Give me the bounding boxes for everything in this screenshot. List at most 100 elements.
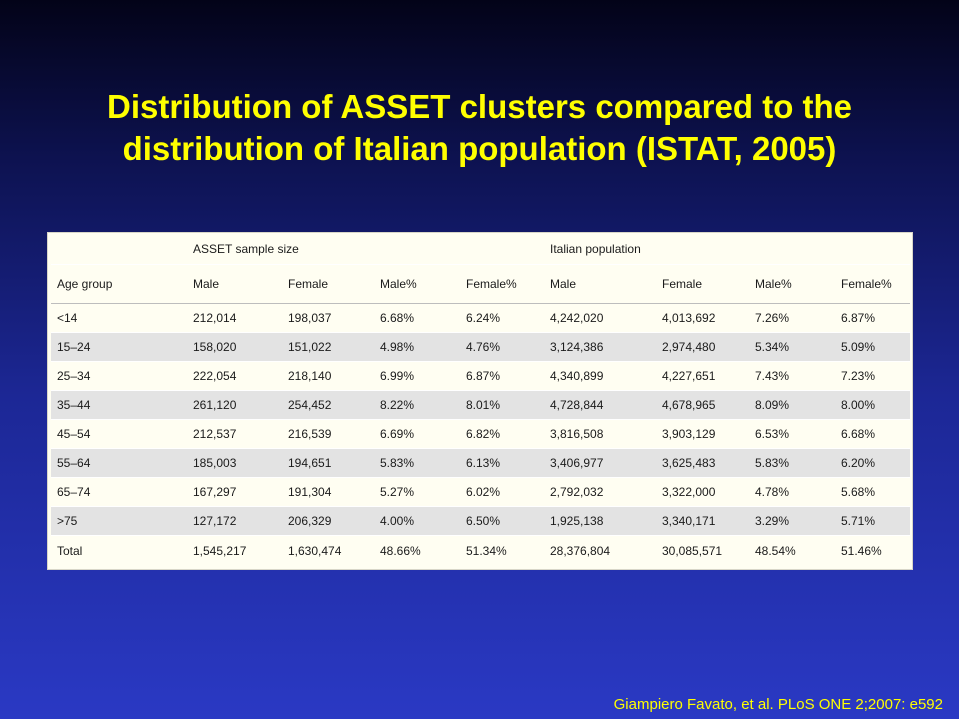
table-cell: 216,539	[282, 419, 374, 449]
group-header-row: ASSET sample size Italian population	[51, 233, 910, 265]
column-header: Age group	[51, 264, 187, 304]
column-header: Male	[187, 264, 282, 304]
table-cell: 212,537	[187, 419, 282, 449]
table-cell: 151,022	[282, 332, 374, 362]
table-row: 25–34 222,054 218,140 6.99% 6.87% 4,340,…	[51, 361, 910, 391]
table-cell: 25–34	[51, 361, 187, 391]
table-row: 55–64 185,003 194,651 5.83% 6.13% 3,406,…	[51, 448, 910, 478]
table-cell: 3,322,000	[656, 477, 749, 507]
table-cell: 55–64	[51, 448, 187, 478]
table-cell: 15–24	[51, 332, 187, 362]
table-cell: 6.53%	[749, 419, 835, 449]
table-row: >75 127,172 206,329 4.00% 6.50% 1,925,13…	[51, 506, 910, 536]
column-header: Male%	[374, 264, 460, 304]
table-cell: 5.27%	[374, 477, 460, 507]
table-cell: 3,816,508	[544, 419, 656, 449]
column-header: Female	[282, 264, 374, 304]
table-cell: 2,792,032	[544, 477, 656, 507]
data-table-panel: ASSET sample size Italian population Age…	[47, 232, 913, 570]
table-cell: 65–74	[51, 477, 187, 507]
table-cell: 51.46%	[835, 535, 910, 566]
group-header-asset: ASSET sample size	[187, 233, 544, 265]
table-cell: 1,630,474	[282, 535, 374, 566]
table-cell: 6.24%	[460, 303, 544, 333]
table-cell: 35–44	[51, 390, 187, 420]
table-cell: 185,003	[187, 448, 282, 478]
column-header: Female	[656, 264, 749, 304]
table-cell: 191,304	[282, 477, 374, 507]
table-cell: 167,297	[187, 477, 282, 507]
table-cell: 127,172	[187, 506, 282, 536]
table-cell: 4.76%	[460, 332, 544, 362]
table-cell: 3,124,386	[544, 332, 656, 362]
table-cell: 4,340,899	[544, 361, 656, 391]
table-cell: 5.09%	[835, 332, 910, 362]
table-cell: 45–54	[51, 419, 187, 449]
table-cell: 5.68%	[835, 477, 910, 507]
table-cell: 6.13%	[460, 448, 544, 478]
table-cell: 6.99%	[374, 361, 460, 391]
table-cell: 6.82%	[460, 419, 544, 449]
table-row: 65–74 167,297 191,304 5.27% 6.02% 2,792,…	[51, 477, 910, 507]
table-cell: 5.83%	[749, 448, 835, 478]
table-cell: 218,140	[282, 361, 374, 391]
table-cell: 6.68%	[835, 419, 910, 449]
table-cell: 4,013,692	[656, 303, 749, 333]
table-cell: 4,678,965	[656, 390, 749, 420]
distribution-table: ASSET sample size Italian population Age…	[51, 233, 910, 566]
table-cell: 206,329	[282, 506, 374, 536]
table-cell: 8.09%	[749, 390, 835, 420]
table-cell: 5.71%	[835, 506, 910, 536]
table-cell: 1,925,138	[544, 506, 656, 536]
table-row: 45–54 212,537 216,539 6.69% 6.82% 3,816,…	[51, 419, 910, 449]
table-cell: 5.83%	[374, 448, 460, 478]
table-cell: 48.54%	[749, 535, 835, 566]
table-cell: <14	[51, 303, 187, 333]
table-cell: 8.01%	[460, 390, 544, 420]
table-cell: 6.69%	[374, 419, 460, 449]
table-row: 35–44 261,120 254,452 8.22% 8.01% 4,728,…	[51, 390, 910, 420]
table-cell: 7.26%	[749, 303, 835, 333]
table-cell: 4.78%	[749, 477, 835, 507]
table-cell: Total	[51, 535, 187, 566]
group-header-italian: Italian population	[544, 233, 910, 265]
table-cell: 4.98%	[374, 332, 460, 362]
slide-title-line-1: Distribution of ASSET clusters compared …	[106, 88, 853, 125]
table-cell: 4.00%	[374, 506, 460, 536]
table-cell: 194,651	[282, 448, 374, 478]
table-cell: 212,014	[187, 303, 282, 333]
group-header-empty	[51, 233, 187, 265]
table-cell: 222,054	[187, 361, 282, 391]
table-cell: 30,085,571	[656, 535, 749, 566]
table-cell: 28,376,804	[544, 535, 656, 566]
table-cell: 7.43%	[749, 361, 835, 391]
table-cell: 4,728,844	[544, 390, 656, 420]
table-cell: 6.02%	[460, 477, 544, 507]
table-cell: 6.50%	[460, 506, 544, 536]
total-row: Total 1,545,217 1,630,474 48.66% 51.34% …	[51, 535, 910, 566]
table-cell: 51.34%	[460, 535, 544, 566]
table-cell: 6.20%	[835, 448, 910, 478]
table-cell: >75	[51, 506, 187, 536]
table-cell: 254,452	[282, 390, 374, 420]
table-cell: 4,227,651	[656, 361, 749, 391]
table-cell: 7.23%	[835, 361, 910, 391]
table-cell: 4,242,020	[544, 303, 656, 333]
table-cell: 3.29%	[749, 506, 835, 536]
table-cell: 2,974,480	[656, 332, 749, 362]
table-row: <14 212,014 198,037 6.68% 6.24% 4,242,02…	[51, 303, 910, 333]
table-cell: 198,037	[282, 303, 374, 333]
column-header-row: Age group Male Female Male% Female% Male…	[51, 264, 910, 304]
table-cell: 3,903,129	[656, 419, 749, 449]
table-cell: 3,406,977	[544, 448, 656, 478]
table-cell: 8.00%	[835, 390, 910, 420]
table-cell: 8.22%	[374, 390, 460, 420]
table-cell: 6.87%	[835, 303, 910, 333]
table-cell: 3,625,483	[656, 448, 749, 478]
column-header: Male	[544, 264, 656, 304]
citation: Giampiero Favato, et al. PLoS ONE 2;2007…	[613, 696, 943, 713]
column-header: Male%	[749, 264, 835, 304]
slide-title: Distribution of ASSET clusters compared …	[0, 86, 959, 170]
table-cell: 3,340,171	[656, 506, 749, 536]
table-cell: 48.66%	[374, 535, 460, 566]
